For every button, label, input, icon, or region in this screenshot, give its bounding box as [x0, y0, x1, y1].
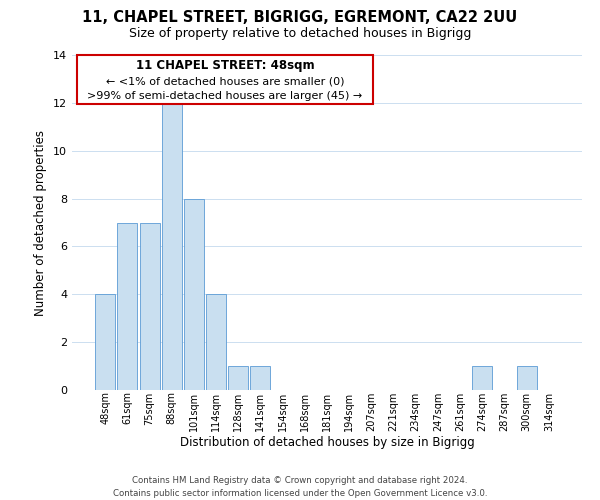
- Text: >99% of semi-detached houses are larger (45) →: >99% of semi-detached houses are larger …: [88, 92, 362, 102]
- Text: ← <1% of detached houses are smaller (0): ← <1% of detached houses are smaller (0): [106, 76, 344, 86]
- Text: Size of property relative to detached houses in Bigrigg: Size of property relative to detached ho…: [129, 28, 471, 40]
- Bar: [228, 366, 248, 390]
- FancyBboxPatch shape: [77, 55, 373, 104]
- Bar: [140, 222, 160, 390]
- Bar: [184, 198, 204, 390]
- Bar: [206, 294, 226, 390]
- Y-axis label: Number of detached properties: Number of detached properties: [34, 130, 47, 316]
- Text: Contains HM Land Registry data © Crown copyright and database right 2024.
Contai: Contains HM Land Registry data © Crown c…: [113, 476, 487, 498]
- Bar: [162, 103, 182, 390]
- X-axis label: Distribution of detached houses by size in Bigrigg: Distribution of detached houses by size …: [179, 436, 475, 450]
- Text: 11, CHAPEL STREET, BIGRIGG, EGREMONT, CA22 2UU: 11, CHAPEL STREET, BIGRIGG, EGREMONT, CA…: [82, 10, 518, 25]
- Bar: [118, 222, 137, 390]
- Bar: [472, 366, 492, 390]
- Text: 11 CHAPEL STREET: 48sqm: 11 CHAPEL STREET: 48sqm: [136, 59, 314, 72]
- Bar: [95, 294, 115, 390]
- Bar: [250, 366, 271, 390]
- Bar: [517, 366, 536, 390]
